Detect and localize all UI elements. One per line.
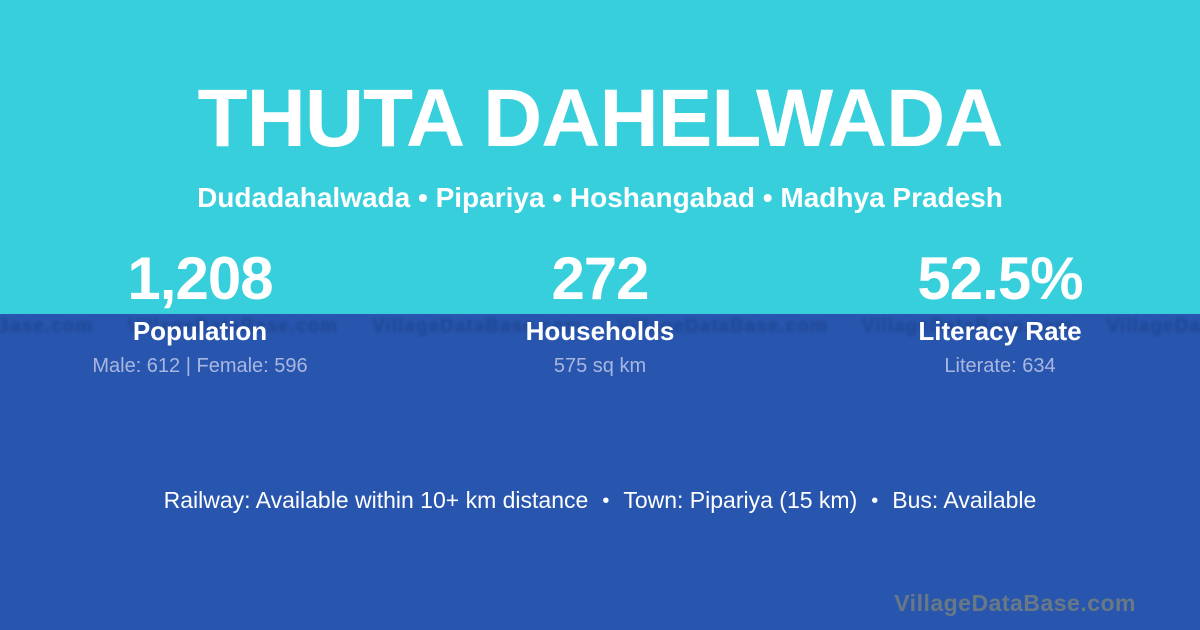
top-background-band: [0, 0, 1200, 314]
households-value: 272: [551, 245, 649, 312]
faint-tiled-watermark: VillageDataBase.com VillageDataBase.com …: [0, 316, 1200, 338]
town-fact: Town: Pipariya (15 km): [623, 487, 858, 513]
faint-watermark-text: VillageDataBase.com: [0, 316, 94, 337]
bottom-background-band: [0, 314, 1200, 630]
literacy-rate-detail: Literate: 634: [944, 355, 1056, 377]
literacy-rate-label: Literacy Rate: [918, 316, 1082, 346]
site-watermark: VillageDataBase.com: [894, 590, 1136, 616]
literacy-rate-value: 52.5%: [917, 245, 1083, 312]
stat-households: 272 Households 575 sq km: [400, 246, 800, 378]
bus-fact: Bus: Available: [892, 487, 1037, 513]
faint-watermark-text: VillageDataBase.com: [372, 316, 583, 337]
population-label: Population: [132, 316, 268, 346]
faint-watermark-text: VillageDataBase.com: [617, 316, 828, 337]
bullet-separator: •: [602, 490, 610, 512]
households-label: Households: [525, 316, 675, 346]
location-breadcrumb: Dudadahalwada • Pipariya • Hoshangabad •…: [197, 182, 1003, 213]
households-detail: 575 sq km: [553, 355, 647, 377]
stat-literacy-rate: 52.5% Literacy Rate Literate: 634: [800, 246, 1200, 378]
faint-watermark-text: VillageDataBase.com: [1106, 316, 1200, 337]
stat-population: 1,208 Population Male: 612 | Female: 596: [0, 246, 400, 378]
population-detail: Male: 612 | Female: 596: [92, 355, 308, 377]
population-value: 1,208: [127, 245, 273, 312]
connectivity-facts-line: Railway: Available within 10+ km distanc…: [0, 484, 1200, 517]
stats-row: 1,208 Population Male: 612 | Female: 596…: [0, 246, 1200, 378]
faint-watermark-text: VillageDataBase.com: [127, 316, 339, 337]
railway-fact: Railway: Available within 10+ km distanc…: [163, 487, 589, 513]
faint-watermark-text: VillageDataBase.com: [861, 316, 1073, 337]
bullet-separator: •: [871, 490, 879, 512]
village-name-title: THUTA DAHELWADA: [197, 73, 1004, 164]
